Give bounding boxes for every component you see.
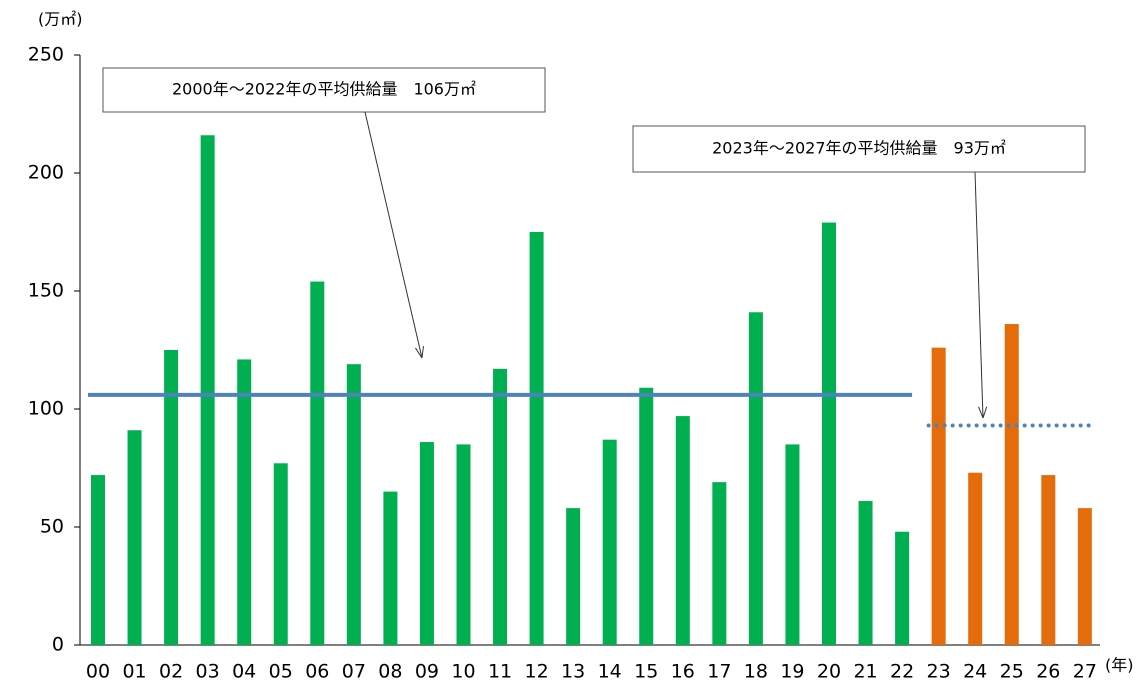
x-tick-label: 15 — [634, 661, 658, 683]
x-tick-label: 22 — [890, 661, 914, 683]
y-tick-label: 200 — [28, 162, 64, 184]
bar — [748, 312, 763, 645]
x-tick-label: 12 — [525, 661, 549, 683]
bar — [164, 350, 179, 645]
y-tick-label: 150 — [28, 280, 64, 302]
bar — [931, 347, 946, 645]
x-tick-label: 27 — [1073, 661, 1097, 683]
x-tick-label: 13 — [561, 661, 585, 683]
x-tick-label: 07 — [342, 661, 366, 683]
y-tick-label: 50 — [40, 516, 64, 538]
bar — [273, 463, 288, 645]
arrow-head — [982, 406, 988, 419]
x-tick-label: 03 — [196, 661, 220, 683]
x-tick-label: 08 — [378, 661, 402, 683]
y-axis-label: (万㎡) — [38, 10, 83, 29]
x-tick-label: 09 — [415, 661, 439, 683]
bar — [200, 135, 215, 646]
bar — [1041, 475, 1056, 645]
bar — [127, 430, 142, 645]
bar — [456, 444, 471, 645]
y-tick-label: 250 — [28, 44, 64, 66]
x-tick-label: 21 — [853, 661, 877, 683]
x-tick-label: 11 — [488, 661, 512, 683]
x-tick-label: 00 — [86, 661, 110, 683]
x-tick-label: 23 — [927, 661, 951, 683]
x-tick-label: 19 — [780, 661, 804, 683]
callout-arrow — [364, 111, 423, 359]
x-tick-label: 16 — [671, 661, 695, 683]
bar — [602, 439, 617, 645]
arrow-head — [415, 347, 423, 359]
x-tick-label: 20 — [817, 661, 841, 683]
x-axis-label: (年) — [1105, 656, 1134, 675]
bar — [675, 416, 690, 645]
bar — [91, 475, 105, 645]
bar — [237, 359, 252, 645]
x-tick-label: 14 — [598, 661, 622, 683]
bar — [1004, 324, 1019, 645]
bar — [822, 222, 836, 645]
bar — [895, 531, 910, 645]
bar — [493, 368, 508, 645]
arrow-head — [978, 406, 984, 419]
x-tick-label: 06 — [305, 661, 329, 683]
bar — [1077, 508, 1092, 645]
bar — [712, 482, 727, 645]
callout-text: 2000年～2022年の平均供給量 106万㎡ — [172, 80, 476, 99]
callout-arrow — [974, 171, 984, 419]
x-tick-label: 04 — [232, 661, 256, 683]
y-tick-label: 100 — [28, 398, 64, 420]
bar — [310, 281, 325, 645]
bar — [968, 472, 983, 645]
x-tick-label: 02 — [159, 661, 183, 683]
x-tick-label: 01 — [122, 661, 146, 683]
bar — [529, 232, 544, 645]
x-tick-label: 26 — [1036, 661, 1060, 683]
bar — [383, 491, 398, 645]
y-tick-label: 0 — [52, 634, 64, 656]
x-tick-label: 25 — [1000, 661, 1024, 683]
x-tick-label: 05 — [269, 661, 293, 683]
x-tick-label: 18 — [744, 661, 768, 683]
bar — [785, 444, 800, 645]
bar — [419, 442, 434, 645]
callout-box — [102, 67, 546, 113]
bar — [639, 387, 654, 645]
x-tick-label: 17 — [707, 661, 731, 683]
bar — [346, 364, 361, 645]
callout-text: 2023年～2027年の平均供給量 93万㎡ — [712, 139, 1006, 158]
arrow-head — [421, 346, 424, 359]
bar — [566, 508, 581, 645]
callout-box — [632, 125, 1086, 173]
x-tick-label: 10 — [451, 661, 475, 683]
bar — [858, 501, 873, 645]
x-tick-label: 24 — [963, 661, 987, 683]
